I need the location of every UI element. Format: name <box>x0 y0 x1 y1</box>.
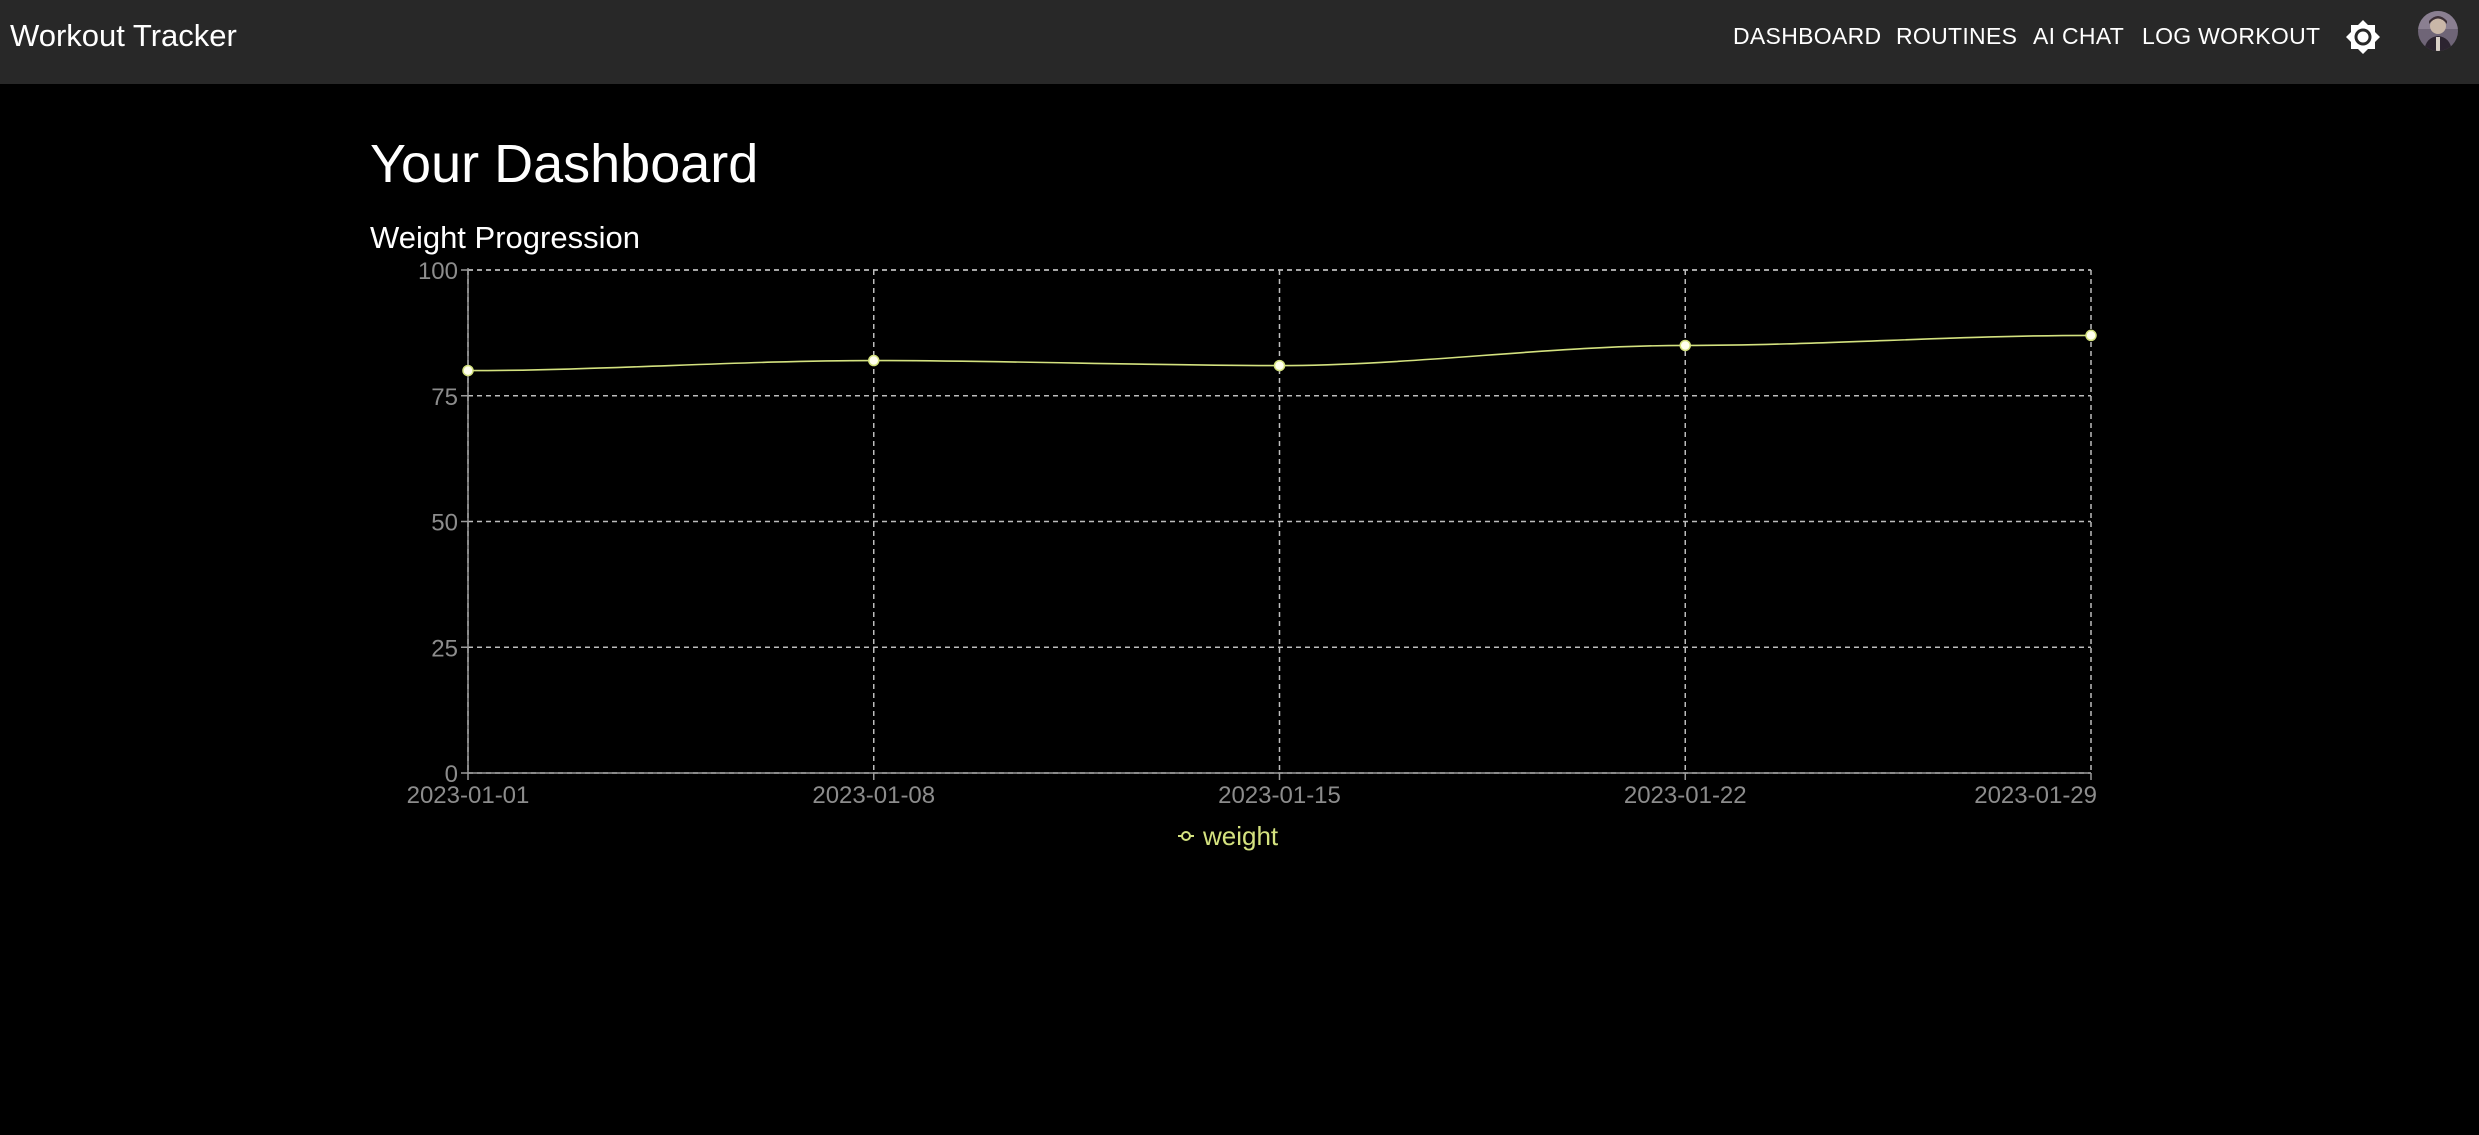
y-tick-label: 75 <box>431 384 458 411</box>
page-title: Your Dashboard <box>370 134 759 194</box>
data-point[interactable] <box>868 354 880 367</box>
nav-log-workout[interactable]: LOG WORKOUT <box>2142 23 2321 49</box>
y-tick-label: 50 <box>431 510 458 537</box>
nav-routines[interactable]: ROUTINES <box>1896 23 2018 49</box>
x-tick-label: 2023-01-29 <box>1974 782 2097 809</box>
data-point[interactable] <box>1679 339 1691 352</box>
x-tick-label: 2023-01-01 <box>407 782 530 809</box>
data-point[interactable] <box>2085 329 2097 342</box>
user-avatar[interactable] <box>2418 11 2458 51</box>
legend-label[interactable]: weight <box>1202 821 1279 851</box>
x-tick-label: 2023-01-08 <box>812 782 935 809</box>
chart-series <box>462 329 2097 377</box>
nav-ai-chat[interactable]: AI CHAT <box>2033 23 2125 49</box>
y-tick-label: 25 <box>431 635 458 662</box>
x-tick-label: 2023-01-15 <box>1218 782 1341 809</box>
chart-grid <box>467 269 2092 774</box>
brightness-icon <box>2346 20 2380 54</box>
legend-marker-icon <box>1181 831 1191 841</box>
y-tick-label: 100 <box>418 258 458 285</box>
data-point[interactable] <box>462 364 474 377</box>
chart-section-title: Weight Progression <box>370 220 640 255</box>
data-point[interactable] <box>1273 359 1286 372</box>
y-tick-label: 0 <box>445 761 458 788</box>
chart-legend[interactable]: weight <box>1178 821 1279 851</box>
app-bar: Workout Tracker DASHBOARD ROUTINES AI CH… <box>0 0 2479 84</box>
x-tick-label: 2023-01-22 <box>1624 782 1747 809</box>
theme-toggle-button[interactable] <box>2344 18 2382 56</box>
app-title[interactable]: Workout Tracker <box>10 18 237 53</box>
nav-dashboard[interactable]: DASHBOARD <box>1733 23 1882 49</box>
chart-axes: 0 25 50 75 100 2023-01-01 2023-01-08 2023-01-15… <box>407 258 2097 809</box>
avatar-image <box>2418 11 2458 51</box>
